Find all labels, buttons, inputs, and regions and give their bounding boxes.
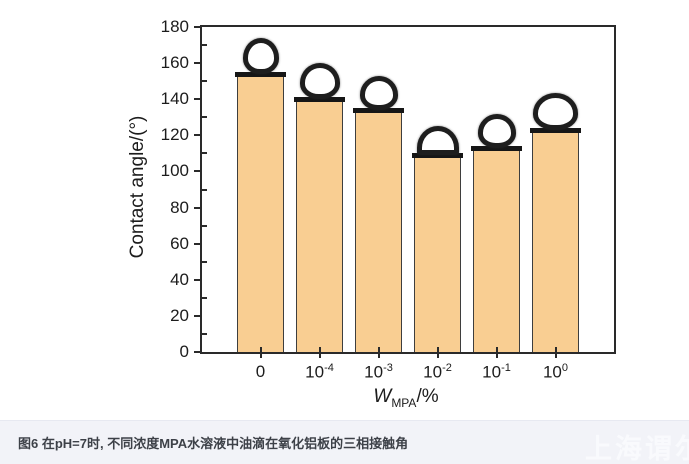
y-major-tick	[194, 278, 202, 281]
x-tick-label: 10-1	[482, 362, 511, 382]
x-axis-title: WMPA/%	[373, 386, 438, 410]
bar-top-substrate-line	[471, 146, 522, 151]
plot-area: 0 20 40 60 80 100 120 140 160 180 0 10-4 10-3 10-2 10-…	[161, 17, 616, 382]
bar	[237, 72, 284, 352]
x-major-tick	[554, 352, 557, 358]
x-axis-symbol: W	[373, 386, 392, 407]
y-tick-label: 20	[170, 305, 189, 325]
oil-droplet-photo	[299, 63, 340, 99]
y-minor-tick	[202, 80, 207, 83]
y-minor-tick	[202, 296, 207, 299]
y-minor-tick	[202, 332, 207, 335]
y-tick-label: 180	[160, 17, 189, 36]
y-minor-tick	[202, 260, 207, 263]
x-minor-tick	[554, 347, 557, 352]
oil-droplet-photo	[477, 114, 516, 148]
x-tick-label: 0	[255, 362, 266, 381]
x-tick-label: 10-3	[364, 362, 393, 382]
x-major-tick	[495, 352, 498, 358]
caption-bar: 图6 在pH=7时, 不同浓度MPA水溶液中油滴在氧化铝板的三相接触角 上海谓尔	[0, 420, 689, 464]
x-minor-tick	[377, 347, 380, 352]
x-minor-tick	[495, 347, 498, 352]
x-major-tick	[259, 352, 262, 358]
y-tick-label: 0	[179, 342, 189, 361]
y-tick-label: 120	[160, 125, 189, 145]
bar-top-substrate-line	[412, 153, 463, 158]
y-major-tick	[194, 170, 202, 173]
bar-top-substrate-line	[235, 72, 286, 77]
contact-angle-figure: Contact angle/(°) 0 20 40 60 80 100 120 140 160 1…	[127, 17, 616, 410]
x-axis-unit: /%	[416, 386, 439, 407]
x-tick-label: 100	[542, 362, 569, 382]
oil-droplet-photo	[533, 93, 578, 130]
x-minor-tick	[259, 347, 262, 352]
y-major-tick	[194, 134, 202, 137]
x-axis-subscript: MPA	[391, 395, 417, 410]
y-major-tick	[194, 206, 202, 209]
bar	[532, 128, 579, 352]
y-axis-title: Contact angle/(°)	[127, 115, 148, 259]
y-major-tick	[194, 98, 202, 101]
x-minor-tick	[318, 347, 321, 352]
y-tick-label: 80	[170, 197, 189, 217]
y-tick-label: 40	[170, 269, 189, 289]
y-tick-label: 60	[170, 233, 189, 253]
x-major-tick	[318, 352, 321, 358]
x-major-tick	[436, 352, 439, 358]
y-minor-tick	[202, 224, 207, 227]
bar-top-substrate-line	[294, 97, 345, 102]
figure-caption: 图6 在pH=7时, 不同浓度MPA水溶液中油滴在氧化铝板的三相接触角	[18, 436, 409, 451]
y-minor-tick	[202, 188, 207, 191]
bar	[473, 146, 520, 352]
watermark: 上海谓尔	[585, 434, 689, 464]
x-tick-label: 10-2	[423, 362, 452, 382]
bar-top-substrate-line	[353, 108, 404, 113]
x-major-tick	[377, 352, 380, 358]
y-major-tick	[194, 351, 202, 353]
y-major-tick	[194, 314, 202, 317]
x-minor-tick	[436, 347, 439, 352]
y-tick-label: 160	[160, 53, 189, 73]
bar-top-substrate-line	[530, 128, 581, 133]
y-minor-tick	[202, 44, 207, 47]
oil-droplet-photo	[242, 38, 279, 74]
y-major-tick	[194, 242, 202, 245]
oil-droplet-photo	[359, 76, 398, 110]
oil-droplet-photo	[416, 126, 459, 155]
y-minor-tick	[202, 116, 207, 119]
y-tick-label: 100	[160, 161, 189, 181]
y-minor-tick	[202, 152, 207, 155]
bar	[414, 153, 461, 352]
bar	[355, 108, 402, 352]
y-major-tick	[194, 62, 202, 65]
x-tick-label: 10-4	[305, 362, 334, 382]
y-major-tick	[194, 26, 202, 28]
y-tick-label: 140	[160, 89, 189, 109]
bar	[296, 97, 343, 352]
